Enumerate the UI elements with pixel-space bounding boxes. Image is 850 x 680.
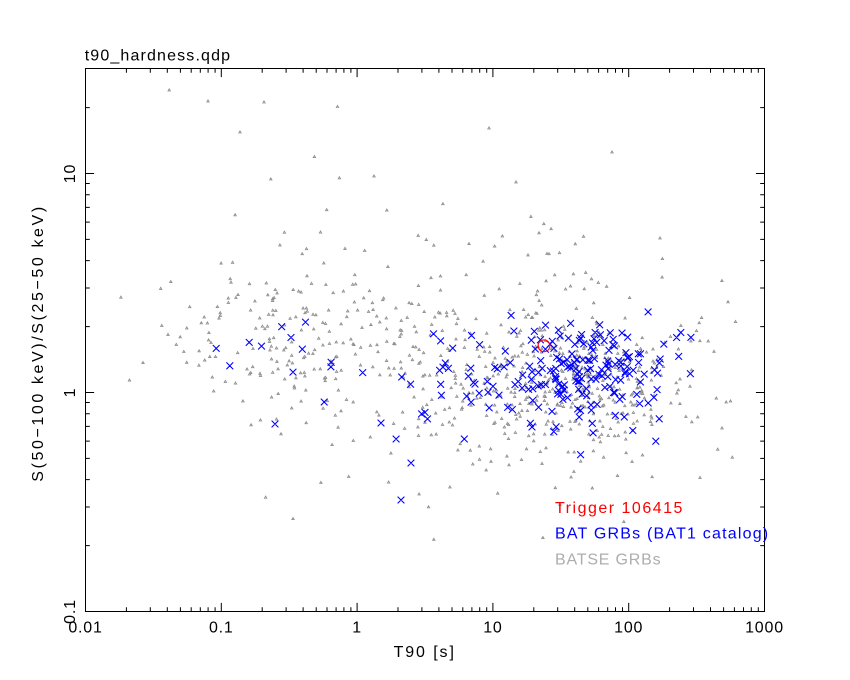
svg-text:10: 10 — [483, 620, 502, 637]
svg-text:1: 1 — [62, 388, 79, 398]
svg-text:t90_hardness.qdp: t90_hardness.qdp — [85, 48, 232, 65]
svg-text:BATSE GRBs: BATSE GRBs — [555, 552, 661, 569]
svg-text:1: 1 — [352, 620, 362, 637]
svg-text:S(50−100 keV)/S(25−50 keV): S(50−100 keV)/S(25−50 keV) — [30, 204, 47, 482]
svg-text:1000: 1000 — [745, 620, 784, 637]
svg-text:T90 [s]: T90 [s] — [394, 644, 456, 661]
svg-text:Trigger 106415: Trigger 106415 — [555, 500, 684, 517]
svg-text:0.1: 0.1 — [209, 620, 234, 637]
svg-text:BAT GRBs (BAT1 catalog): BAT GRBs (BAT1 catalog) — [555, 526, 769, 543]
svg-text:0.01: 0.01 — [68, 620, 102, 637]
svg-text:100: 100 — [614, 620, 643, 637]
svg-text:0.1: 0.1 — [62, 599, 79, 624]
svg-text:10: 10 — [62, 164, 79, 183]
